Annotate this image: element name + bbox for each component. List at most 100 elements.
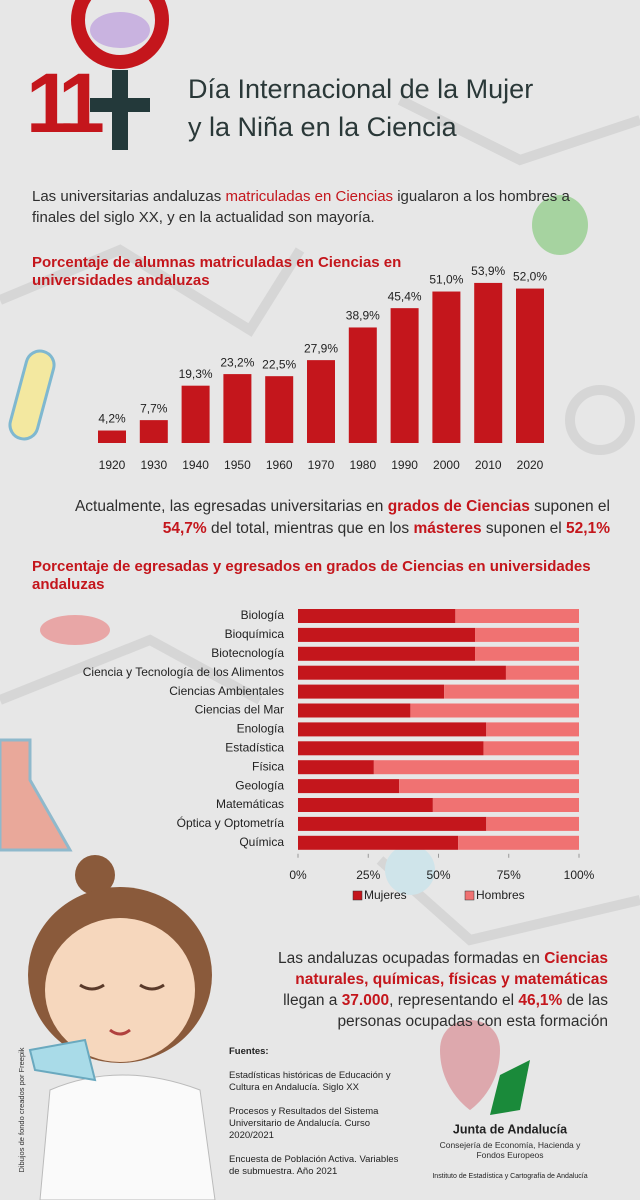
employment: Las andaluzas ocupadas formadas en Cienc… xyxy=(262,948,608,1032)
highlight: matriculadas en Ciencias xyxy=(225,188,394,205)
text: suponen el xyxy=(529,498,610,515)
bar-segment xyxy=(298,703,411,718)
hair-bun xyxy=(75,855,115,895)
bar-segment xyxy=(298,646,476,661)
highlight: másteres xyxy=(413,520,482,537)
x-tick-label: 1940 xyxy=(182,458,209,472)
x-tick-label: 2010 xyxy=(475,458,502,472)
bar-segment xyxy=(298,722,487,737)
institution-logo: Junta de Andalucía Instituto de Estadíst… xyxy=(432,1060,588,1180)
x-tick-label: 1920 xyxy=(99,458,126,472)
y-tick-label: Biología xyxy=(241,608,285,622)
bubble xyxy=(565,385,635,455)
institute: Instituto de Estadística y Cartografía d… xyxy=(432,1173,587,1180)
chart-title: Porcentaje de alumnas matriculadas en Ci… xyxy=(32,254,402,289)
bar xyxy=(223,374,252,443)
source: Estadísticas históricas de Educación y C… xyxy=(229,1070,391,1093)
bar-segment xyxy=(458,835,579,850)
bar-segment xyxy=(298,835,459,850)
y-tick-label: Estadística xyxy=(225,740,284,754)
bar-segment xyxy=(483,741,579,756)
mouth xyxy=(109,1028,131,1036)
title: y la Niña en la Ciencia xyxy=(188,112,457,142)
x-tick-label: 100% xyxy=(564,868,595,882)
legend-swatch xyxy=(352,890,363,901)
bar-segment xyxy=(486,722,579,737)
x-tick-label: 2020 xyxy=(517,458,544,472)
bar-segment xyxy=(298,798,433,812)
chart-title: Porcentaje de egresadas y egresados en g… xyxy=(32,558,591,593)
legend-label: Mujeres xyxy=(364,888,407,902)
bar xyxy=(307,360,335,443)
bar-segment xyxy=(399,779,579,794)
flask xyxy=(28,1038,97,1082)
text: llegan a xyxy=(283,992,342,1009)
text: del total, mientras que en los xyxy=(206,520,414,537)
illustration xyxy=(0,12,588,1200)
y-tick-label: Geología xyxy=(235,778,284,792)
bar xyxy=(348,327,377,443)
y-tick-label: Física xyxy=(252,759,284,773)
flask xyxy=(0,738,73,852)
molecule-line xyxy=(0,244,305,337)
microbe xyxy=(40,615,110,645)
bar-segment xyxy=(298,760,374,775)
emblem xyxy=(490,1060,530,1115)
value-label: 23,2% xyxy=(220,355,254,369)
eyes xyxy=(79,983,165,991)
bar xyxy=(474,282,503,443)
value-label: 45,4% xyxy=(388,289,422,303)
molecule-line xyxy=(0,634,263,705)
bar-segment xyxy=(475,646,579,661)
value-label: 51,0% xyxy=(429,273,463,287)
bar-segment xyxy=(298,816,487,831)
bar xyxy=(181,385,210,443)
department: Consejería de Economía, Hacienda y Fondo… xyxy=(439,1140,581,1160)
value-label: 7,7% xyxy=(140,401,168,415)
bar-chart: 4,2% 1920 7,7% 1930 19,3% 1940 23,2% 1950 22,5% 1… xyxy=(98,264,547,472)
text: Actualmente, las egresadas universitaria… xyxy=(74,498,388,515)
y-tick-label: Matemáticas xyxy=(216,797,284,811)
x-tick-label: 1960 xyxy=(266,458,293,472)
test-tube xyxy=(8,349,56,441)
y-tick-label: Ciencias del Mar xyxy=(195,703,284,717)
value-label: 19,3% xyxy=(179,367,213,381)
y-tick-label: Enología xyxy=(237,722,285,736)
text: suponen el xyxy=(481,520,567,537)
title: Día Internacional de la Mujer xyxy=(188,74,534,104)
bar-segment xyxy=(298,665,506,680)
value-label: 38,9% xyxy=(346,309,380,323)
bar xyxy=(265,376,294,443)
value-label: 53,9% xyxy=(471,264,505,278)
molecule-line xyxy=(397,95,640,166)
source: Encuesta de Población Activa. Variables … xyxy=(229,1154,399,1177)
sources-heading: Fuentes: xyxy=(229,1046,269,1057)
sources: Fuentes: Estadísticas históricas de Educ… xyxy=(229,1046,404,1178)
text: Las universitarias andaluzas xyxy=(32,188,226,205)
bar-segment xyxy=(432,798,579,812)
bar-segment xyxy=(475,627,579,642)
bar-segment xyxy=(298,741,484,756)
y-tick-label: Química xyxy=(239,835,284,849)
x-tick-label: 1990 xyxy=(391,458,418,472)
bar xyxy=(516,288,544,443)
y-tick-label: Ciencia y Tecnología de los Alimentos xyxy=(83,665,284,679)
stacked-bar-chart: Biología Bioquímica Biotecnología Ciencia y… xyxy=(83,608,595,902)
bar-segment xyxy=(298,779,400,794)
bubble xyxy=(385,845,435,895)
legend-swatch xyxy=(464,890,475,901)
text: de las personas ocupadas con esta formac… xyxy=(337,992,608,1030)
x-tick-label: 1970 xyxy=(308,458,335,472)
microbe xyxy=(532,195,588,255)
highlight: 52,1% xyxy=(566,520,610,537)
source: Procesos y Resultados del Sistema Univer… xyxy=(229,1106,379,1141)
bar-segment xyxy=(298,627,476,642)
text: igualaron a los hombres a finales del si… xyxy=(32,188,570,226)
y-tick-label: Ciencias Ambientales xyxy=(169,684,284,698)
x-tick-label: 1950 xyxy=(224,458,251,472)
x-tick-label: 1980 xyxy=(349,458,376,472)
bar-segment xyxy=(444,684,579,699)
heart xyxy=(440,1020,500,1110)
highlight: 46,1% xyxy=(518,992,563,1009)
